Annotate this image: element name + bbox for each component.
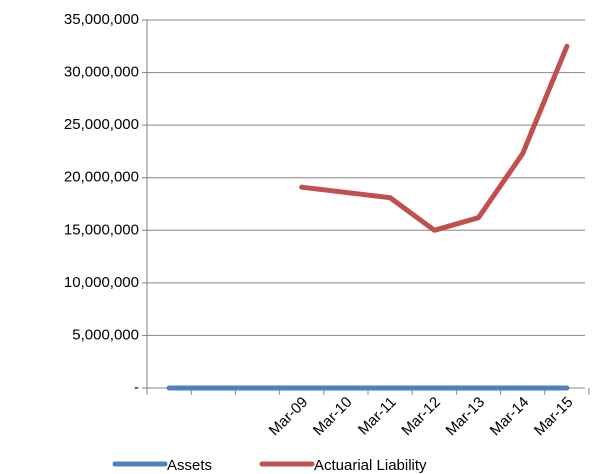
x-tick-label: Mar-10 xyxy=(310,394,356,440)
x-tick-label: Mar-15 xyxy=(531,394,577,440)
y-tick-label: 20,000,000 xyxy=(64,169,139,186)
legend-label: Assets xyxy=(167,457,212,474)
y-tick-label: 10,000,000 xyxy=(64,274,139,291)
x-tick-label: Mar-13 xyxy=(443,394,489,440)
y-tick-label: 35,000,000 xyxy=(64,11,139,28)
y-tick-label: 30,000,000 xyxy=(64,64,139,81)
x-tick-label: Mar-12 xyxy=(398,394,444,440)
x-tick-label: Mar-11 xyxy=(355,394,400,439)
y-tick-label: 15,000,000 xyxy=(64,221,139,238)
y-tick-label: 5,000,000 xyxy=(72,326,139,343)
series-line xyxy=(299,43,570,233)
y-tick-label: - xyxy=(134,379,139,396)
legend-label: Actuarial Liability xyxy=(314,457,427,474)
y-tick-label: 25,000,000 xyxy=(64,116,139,133)
x-tick-label: Mar-14 xyxy=(487,394,533,440)
x-tick-label: Mar-09 xyxy=(266,394,312,440)
